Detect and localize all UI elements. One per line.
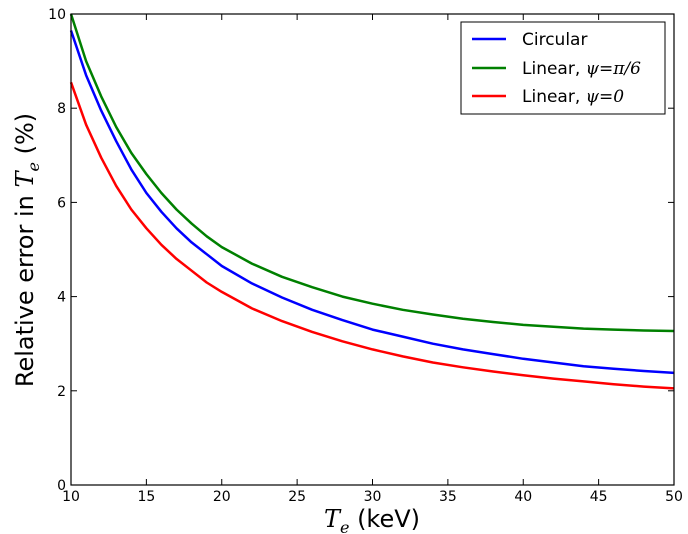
x-tick-label: 35 (439, 489, 457, 505)
series-line-0 (69, 30, 675, 375)
y-tick-label: 10 (48, 7, 66, 23)
series-line-2 (69, 81, 675, 390)
y-axis-label: Relative error in Te (%) (11, 113, 43, 387)
y-tick-label: 4 (57, 290, 66, 306)
axis-ticks: 10 15 20 25 30 35 40 45 50 0 2 4 6 8 10 (48, 7, 683, 505)
y-tick-label: 8 (57, 101, 66, 117)
y-axis-label-suffix: (%) (11, 113, 39, 162)
x-tick-label: 50 (665, 489, 683, 505)
y-axis-label-sub: e (24, 162, 43, 171)
x-axis-label-sub: e (340, 518, 349, 534)
legend: Circular Linear, ψ=π/6 Linear, ψ=0 (460, 21, 666, 115)
x-tick-label: 25 (288, 489, 306, 505)
x-tick-label: 20 (213, 489, 231, 505)
y-tick-label: 0 (57, 478, 66, 494)
x-tick-label: 10 (62, 489, 80, 505)
x-axis-label-math: T (324, 505, 342, 533)
y-axis-label-math: T (11, 170, 39, 188)
y-tick-label: 6 (57, 195, 66, 211)
x-tick-label: 40 (514, 489, 532, 505)
x-tick-label: 30 (364, 489, 382, 505)
series-line-1 (69, 13, 675, 333)
x-axis-label: Te (keV) (324, 505, 420, 534)
x-tick-label: 15 (137, 489, 155, 505)
legend-label-linear-0: Linear, ψ=0 (522, 87, 624, 107)
x-tick-label: 45 (590, 489, 608, 505)
y-axis-label-prefix: Relative error in (11, 188, 39, 388)
series-lines (69, 13, 675, 390)
x-axis-label-suffix: (keV) (349, 505, 420, 533)
y-tick-label: 2 (57, 384, 66, 400)
legend-label-circular: Circular (522, 30, 587, 50)
legend-label-linear-pi6: Linear, ψ=π/6 (522, 59, 641, 79)
